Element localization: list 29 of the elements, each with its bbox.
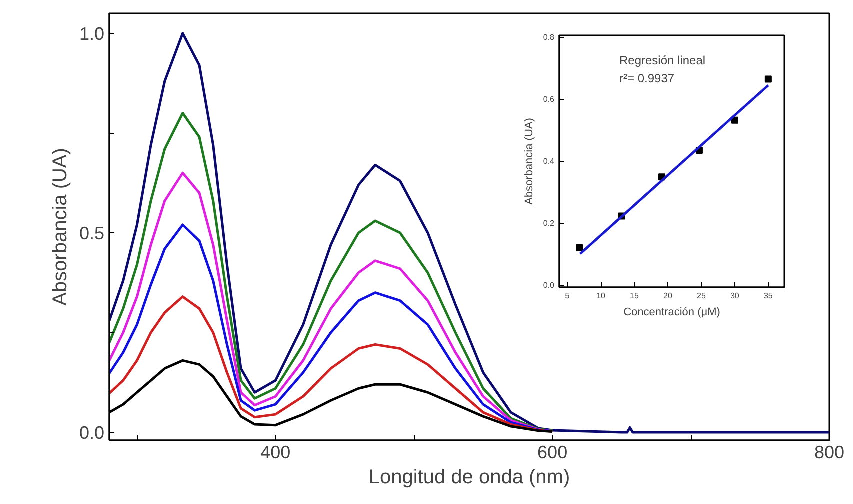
x-tick-label: 20: [664, 292, 673, 300]
x-tick-label: 600: [538, 442, 568, 462]
y-tick-label: 0.0: [79, 423, 105, 444]
x-tick-label: 5: [565, 292, 570, 300]
annotation: r²= 0.9937: [620, 72, 675, 86]
line-series: [110, 112, 554, 432]
point: [731, 116, 738, 124]
x-tick-label: 25: [697, 292, 706, 300]
x-tick-label: 800: [814, 442, 845, 462]
line-series: [110, 32, 830, 434]
point: [764, 76, 772, 83]
x-tick-label: 10: [596, 292, 606, 300]
point: [576, 244, 584, 252]
annotation: Regresión lineal: [620, 54, 706, 68]
x-axis-title: Longitud de onda (nm): [368, 466, 570, 488]
y-tick-label: 0.8: [543, 33, 556, 42]
y-axis-title: Absorbancia (UA): [523, 118, 536, 205]
y-tick-label: 0.5: [79, 223, 105, 244]
x-tick-label: 15: [630, 292, 640, 300]
y-axis-title: Absorbancia (UA): [49, 148, 72, 306]
y-tick-label: 1.0: [79, 24, 105, 44]
y-tick-label: 0.0: [543, 281, 556, 290]
y-tick-label: 0.6: [543, 95, 556, 104]
x-tick-label: 35: [764, 292, 774, 300]
y-tick-label: 0.4: [543, 157, 556, 166]
y-tick-label: 0.2: [543, 219, 556, 228]
x-axis-title: Concentración (μM): [624, 306, 720, 318]
x-tick-label: 30: [730, 292, 740, 300]
x-tick-label: 400: [260, 442, 291, 462]
